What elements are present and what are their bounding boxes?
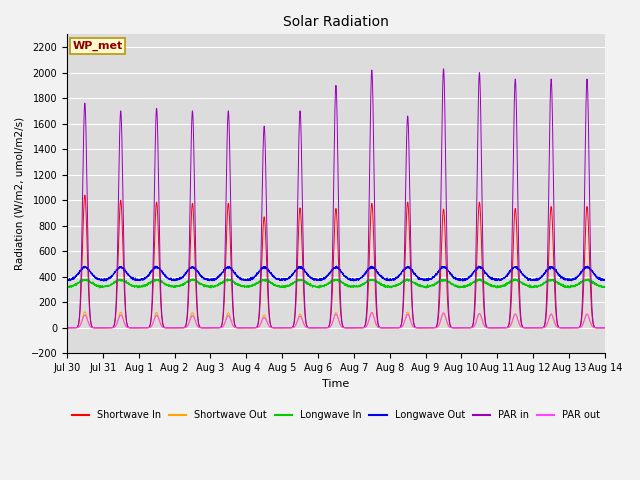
Legend: Shortwave In, Shortwave Out, Longwave In, Longwave Out, PAR in, PAR out: Shortwave In, Shortwave Out, Longwave In… <box>68 406 604 424</box>
X-axis label: Time: Time <box>323 379 349 389</box>
Y-axis label: Radiation (W/m2, umol/m2/s): Radiation (W/m2, umol/m2/s) <box>15 117 25 270</box>
Title: Solar Radiation: Solar Radiation <box>283 15 389 29</box>
Text: WP_met: WP_met <box>72 41 122 51</box>
